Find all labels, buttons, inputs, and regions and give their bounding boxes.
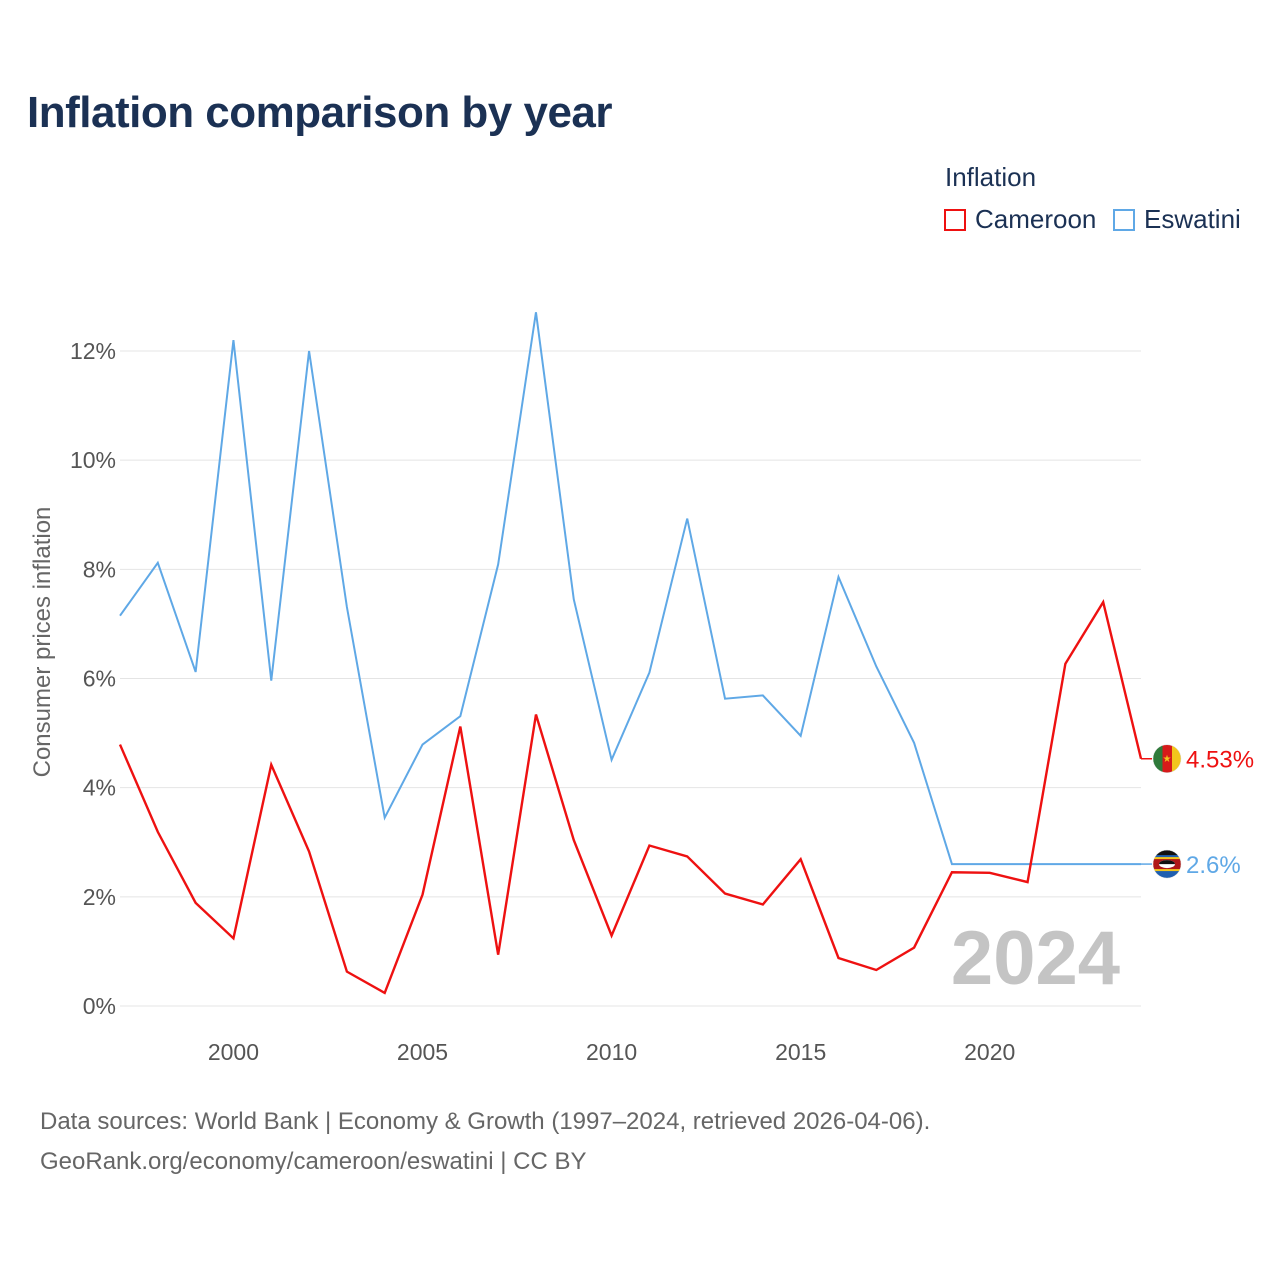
legend-label-eswatini: Eswatini xyxy=(1144,204,1241,234)
cameroon-flag-icon xyxy=(1152,744,1182,773)
end-label-eswatini: 2.6% xyxy=(1186,852,1241,879)
x-tick-label: 2010 xyxy=(586,1039,637,1065)
gridlines xyxy=(120,350,1141,1007)
legend-label-cameroon: Cameroon xyxy=(975,204,1097,234)
footer-link[interactable]: GeoRank.org/economy/cameroon/eswatini | … xyxy=(40,1148,587,1175)
series-line-cameroon[interactable] xyxy=(118,598,1143,995)
y-axis-label: Consumer prices inflation xyxy=(29,507,56,778)
legend-item-eswatini[interactable]: Eswatini xyxy=(1113,204,1241,235)
y-tick-label: 8% xyxy=(83,556,116,582)
watermark-layer: 2024 xyxy=(951,916,1120,1001)
y-tick-label: 4% xyxy=(83,775,116,801)
footer-source: Data sources: World Bank | Economy & Gro… xyxy=(40,1108,931,1135)
legend-title: Inflation xyxy=(945,162,1037,192)
end-labels-layer: 4.53% 2.6% xyxy=(1141,744,1254,879)
series-layer xyxy=(118,312,1143,995)
x-tick-label: 2015 xyxy=(775,1039,826,1065)
axis-layer: 0% 2% 4% 6% 8% 10% 12% 2000 2005 2010 2015 2020 xyxy=(70,338,1015,1065)
chart-title: Inflation comparison by year xyxy=(27,88,613,137)
x-tick-label: 2020 xyxy=(964,1039,1015,1065)
legend-swatch-cameroon xyxy=(944,208,966,231)
y-tick-label: 12% xyxy=(70,338,116,364)
year-watermark: 2024 xyxy=(951,916,1120,1001)
eswatini-flag-icon xyxy=(1152,849,1182,879)
y-tick-label: 6% xyxy=(83,666,116,692)
y-tick-label: 10% xyxy=(70,447,116,473)
x-tick-label: 2000 xyxy=(208,1039,259,1065)
series-line-eswatini[interactable] xyxy=(119,312,1141,866)
y-tick-label: 0% xyxy=(83,993,116,1019)
y-tick-label: 2% xyxy=(83,884,116,910)
legend-item-cameroon[interactable]: Cameroon xyxy=(944,204,1096,235)
end-label-cameroon: 4.53% xyxy=(1186,747,1254,774)
legend-swatch-eswatini xyxy=(1113,208,1135,231)
x-tick-label: 2005 xyxy=(397,1039,448,1065)
